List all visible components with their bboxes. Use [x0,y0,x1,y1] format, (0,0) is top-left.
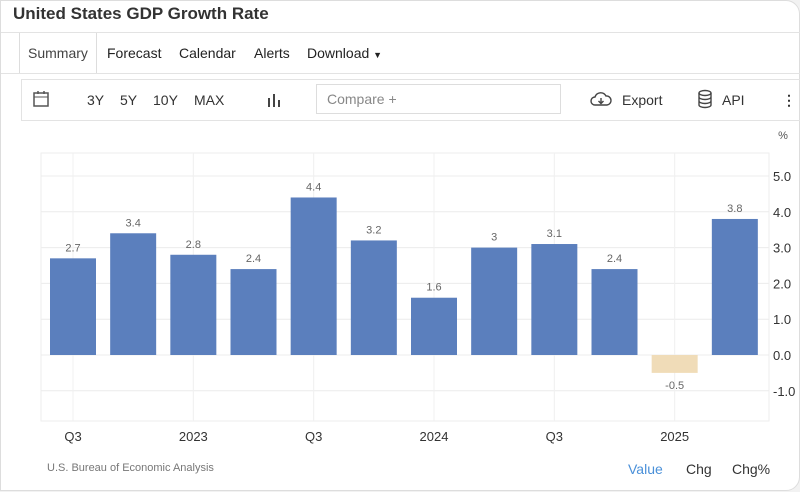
x-tick-label: 2024 [420,429,449,444]
x-tick-label: 2025 [660,429,689,444]
x-tick-label: 2023 [179,429,208,444]
tab-calendar[interactable]: Calendar [179,45,236,61]
mode-value[interactable]: Value [628,461,663,477]
y-tick-label: 2.0 [773,276,791,291]
data-label: 3.4 [126,217,141,229]
x-tick-label: Q3 [64,429,81,444]
tab-alerts[interactable]: Alerts [254,45,290,61]
data-label: 1.6 [426,282,441,294]
tab-bar: Summary Forecast Calendar Alerts Downloa… [1,32,800,74]
y-tick-label: 5.0 [773,169,791,184]
chart-type-icon[interactable] [266,92,282,108]
data-label: 3.8 [727,203,742,215]
data-label: 4.4 [306,181,321,193]
bar-2023-q3[interactable] [290,197,337,355]
range-3y[interactable]: 3Y [87,92,105,108]
bar-2023-q4[interactable] [350,240,397,355]
bar-2022-q4[interactable] [110,233,157,355]
more-options-icon[interactable]: ⋮ [782,92,796,108]
range-5y[interactable]: 5Y [120,92,138,108]
range-10y[interactable]: 10Y [153,92,178,108]
range-max[interactable]: MAX [194,92,225,108]
tab-summary[interactable]: Summary [19,33,97,73]
y-tick-label: -1.0 [773,384,795,399]
bar-2024-q4[interactable] [591,269,638,355]
y-tick-label: 0.0 [773,348,791,363]
bar-2023-q2[interactable] [230,269,277,355]
mode-chg-percent[interactable]: Chg% [732,461,771,477]
data-label: 2.7 [65,242,80,254]
y-tick-label: 4.0 [773,205,791,220]
source-label: U.S. Bureau of Economic Analysis [47,462,214,474]
plot-area [40,152,770,422]
download-label: Download [307,45,370,61]
database-icon[interactable] [697,89,713,109]
bar-2024-q1[interactable] [411,297,457,355]
calendar-icon[interactable] [32,90,50,108]
y-tick-label: 3.0 [773,241,791,256]
x-tick-label: Q3 [305,429,322,444]
data-label: 3.2 [366,224,381,236]
data-label: -0.5 [665,380,684,392]
chart-toolbar: 3Y 5Y 10Y MAX Compare + Export API ⋮ [21,79,800,121]
tab-download[interactable]: Download ▼ [307,45,382,61]
tab-forecast[interactable]: Forecast [107,45,162,61]
data-label: 2.8 [186,239,201,251]
bar-2022-q3[interactable] [50,258,96,355]
mode-chg[interactable]: Chg [686,461,712,477]
y-axis-unit: % [778,130,788,142]
data-label: 3 [491,232,497,244]
x-tick-label: Q3 [546,429,563,444]
bar-2025-q2[interactable] [711,218,758,355]
bar-2025-q1[interactable] [651,355,698,373]
data-label: 2.4 [246,253,261,265]
api-button[interactable]: API [722,92,745,108]
bar-2024-q3[interactable] [531,244,578,355]
caret-down-icon: ▼ [373,50,383,60]
data-label: 3.1 [547,228,562,240]
export-button[interactable]: Export [622,92,663,108]
compare-input[interactable]: Compare + [316,84,561,114]
bar-2024-q2[interactable] [471,247,518,355]
bar-2023-q1[interactable] [170,254,217,355]
page-title: United States GDP Growth Rate [13,4,269,23]
data-label: 2.4 [607,253,622,265]
y-tick-label: 1.0 [773,312,791,327]
cloud-download-icon[interactable] [590,90,612,108]
